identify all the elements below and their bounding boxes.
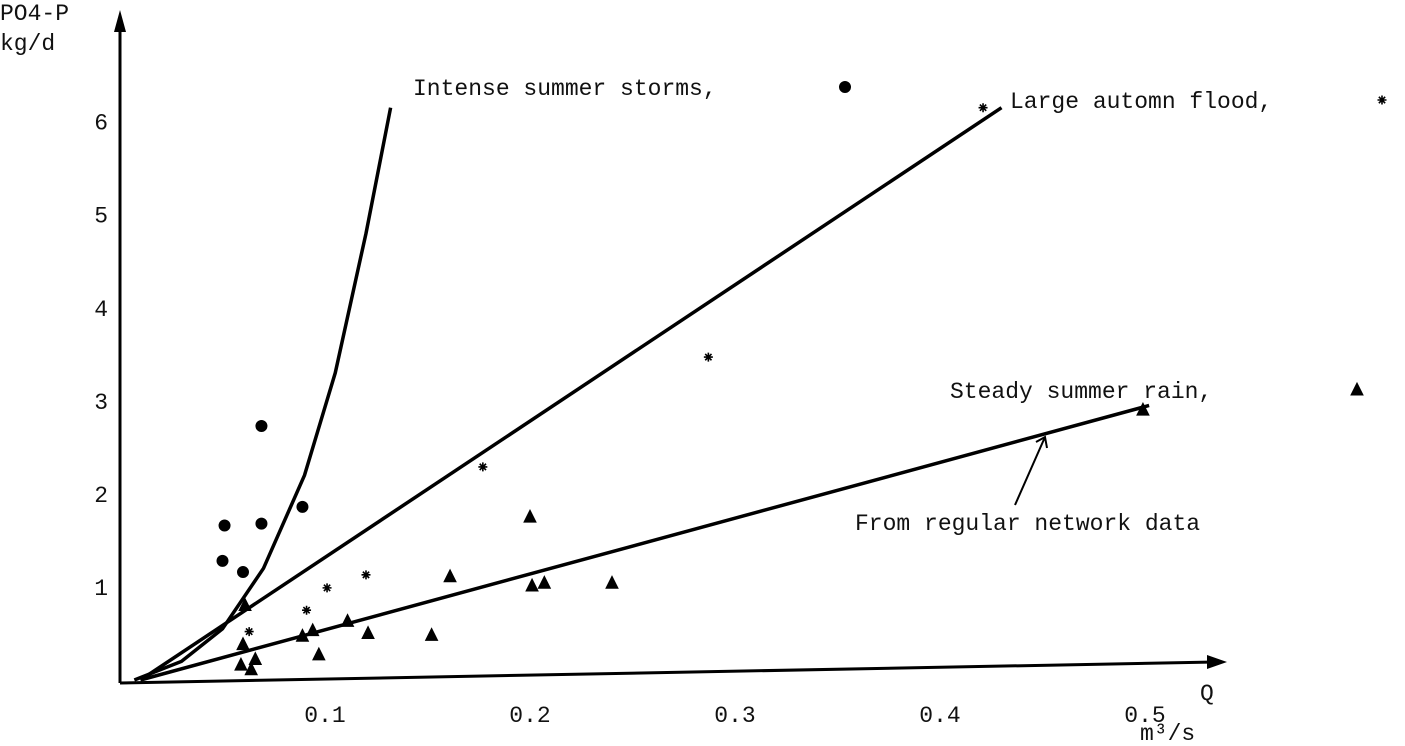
fit-line (140, 403, 1150, 682)
data-point (255, 517, 268, 530)
series-label: Large automn flood, (1010, 89, 1272, 115)
fit-line (139, 106, 1003, 682)
x-axis-label: Q (1200, 681, 1214, 707)
data-point (525, 577, 539, 592)
y-tick-label: 5 (94, 204, 108, 230)
x-axis-unit: m³/s (1140, 721, 1195, 746)
data-point (244, 661, 259, 676)
data-point (605, 575, 619, 589)
data-point (1136, 402, 1150, 416)
data-point (703, 352, 713, 362)
data-point (238, 597, 252, 612)
data-point (478, 462, 488, 472)
data-point (248, 651, 263, 666)
data-point (244, 627, 254, 637)
series-label: Steady summer rain, (950, 379, 1212, 405)
data-point (322, 583, 332, 593)
data-point (295, 628, 310, 642)
series-label: Intense summer storms, (413, 76, 717, 102)
data-point (340, 613, 355, 627)
annotation-arrow (1014, 435, 1048, 506)
x-tick-label: 0.4 (919, 703, 960, 729)
data-point (424, 627, 439, 641)
data-point (978, 103, 988, 113)
data-point (523, 509, 537, 523)
legend-symbol (839, 81, 851, 93)
x-tick-label: 0.3 (714, 703, 755, 729)
y-tick-label: 6 (94, 111, 108, 137)
data-point (237, 566, 249, 579)
data-point (361, 625, 375, 639)
y-axis-arrow (114, 10, 126, 32)
fit-line (133, 107, 393, 682)
data-point (296, 500, 309, 513)
data-point (305, 622, 320, 637)
annotation: From regular network data (855, 511, 1200, 537)
data-point (216, 554, 229, 567)
x-tick-label: 0.2 (509, 703, 550, 729)
y-tick-label: 1 (94, 576, 108, 602)
legend-symbol (1350, 381, 1364, 396)
data-point (443, 568, 457, 583)
x-axis-arrow (1207, 655, 1227, 669)
x-tick-label: 0.5 (1124, 703, 1165, 729)
y-tick-label: 4 (94, 297, 108, 323)
data-point (312, 646, 326, 661)
data-point (537, 575, 552, 589)
y-tick-label: 3 (94, 390, 108, 416)
y-tick-label: 2 (94, 483, 108, 509)
y-axis-unit: kg/d (0, 31, 55, 57)
data-point (218, 519, 231, 532)
data-point (361, 570, 371, 580)
x-axis (119, 660, 1216, 685)
x-tick-label: 0.1 (304, 703, 345, 729)
y-axis-label: PO4-P (0, 1, 69, 27)
data-point (236, 636, 250, 651)
data-point (234, 656, 248, 671)
legend-symbol (1377, 95, 1387, 105)
data-point (302, 605, 312, 615)
data-point (255, 419, 268, 432)
